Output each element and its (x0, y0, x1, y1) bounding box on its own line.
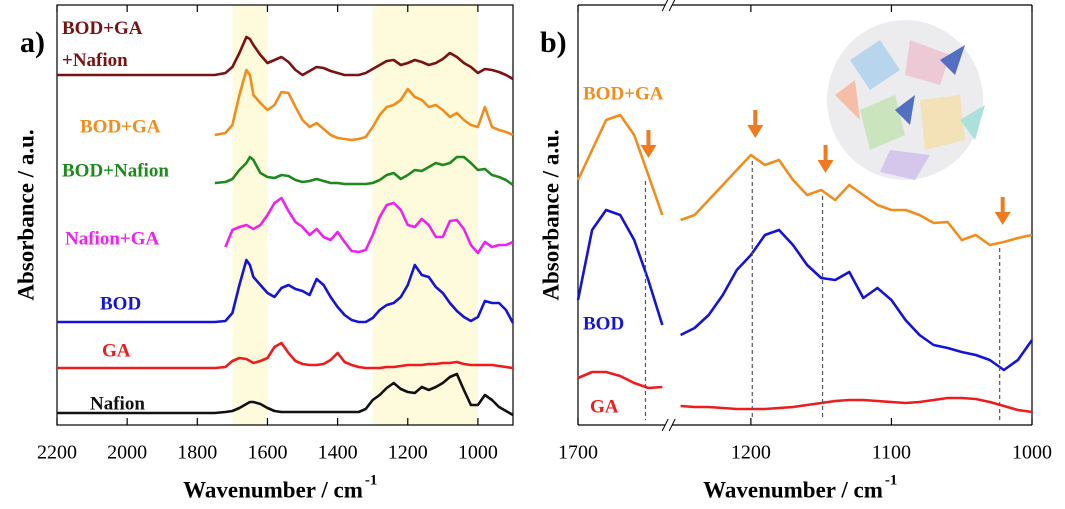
marker-arrow-head (640, 145, 657, 158)
x-tick-label: 1100 (872, 442, 911, 464)
x-axis-title: Wavenumber / cm (703, 477, 883, 502)
axis-break (661, 0, 669, 12)
series-label: BOD+Nafion (62, 160, 169, 181)
x-tick-label: 1700 (558, 442, 598, 464)
protein-sheet (940, 45, 965, 75)
protein-sheet (895, 95, 915, 125)
protein-sheet (905, 40, 950, 85)
plot-frame (56, 4, 514, 426)
marker-arrow-head (747, 125, 764, 138)
spectrum-line (214, 155, 514, 187)
x-axis-title: Wavenumber / cm (183, 477, 363, 502)
spectrum-line (576, 113, 1033, 247)
series-label: BOD (100, 293, 141, 314)
x-axis-title-sup: -1 (365, 472, 378, 488)
panel-label: a) (20, 26, 45, 59)
series-label: GA (590, 396, 619, 417)
series-label: BOD (583, 313, 624, 334)
series-label: GA (102, 340, 131, 361)
series-label: Nafion (90, 393, 145, 414)
x-tick-label: 1800 (177, 442, 217, 464)
series-label: Nafion+GA (65, 228, 159, 249)
spectrum-line (57, 372, 514, 417)
spectrum-line (214, 68, 514, 142)
x-tick-label: 1000 (1012, 442, 1052, 464)
protein-sheet (850, 40, 900, 90)
protein-sheet (835, 80, 860, 120)
x-tick-label: 1400 (318, 442, 358, 464)
series-label: BOD+GA (583, 83, 664, 104)
x-tick-label: 1600 (247, 442, 287, 464)
x-tick-label: 1000 (458, 442, 498, 464)
spectrum-line (224, 196, 514, 255)
series-label: BOD+GA +Nafion (62, 18, 143, 71)
y-axis-title: Absorbance / a.u. (13, 129, 38, 300)
protein-structure (827, 20, 985, 180)
x-tick-label: 1200 (388, 442, 428, 464)
highlight-band (372, 5, 478, 425)
spectrum-line (57, 35, 514, 81)
spectrum-line (57, 258, 515, 324)
x-tick-label: 2000 (107, 442, 147, 464)
y-axis-title: Absorbance / a.u. (538, 129, 563, 300)
x-tick-label: 2200 (37, 442, 77, 464)
protein-sheet (960, 105, 985, 140)
protein-sheet (880, 150, 930, 180)
spectrum-line (576, 208, 1034, 372)
protein-sheet (860, 95, 905, 150)
marker-arrow-head (994, 212, 1011, 225)
marker-arrow-head (817, 160, 834, 173)
x-tick-label: 1200 (731, 442, 771, 464)
spectrum-line (577, 370, 1033, 414)
spectrum-line (57, 341, 514, 370)
axis-break (661, 418, 669, 432)
protein-sheet (920, 95, 965, 150)
series-label: BOD+GA (80, 116, 161, 137)
panel-label: b) (540, 26, 567, 59)
x-axis-title-sup: -1 (885, 472, 898, 488)
